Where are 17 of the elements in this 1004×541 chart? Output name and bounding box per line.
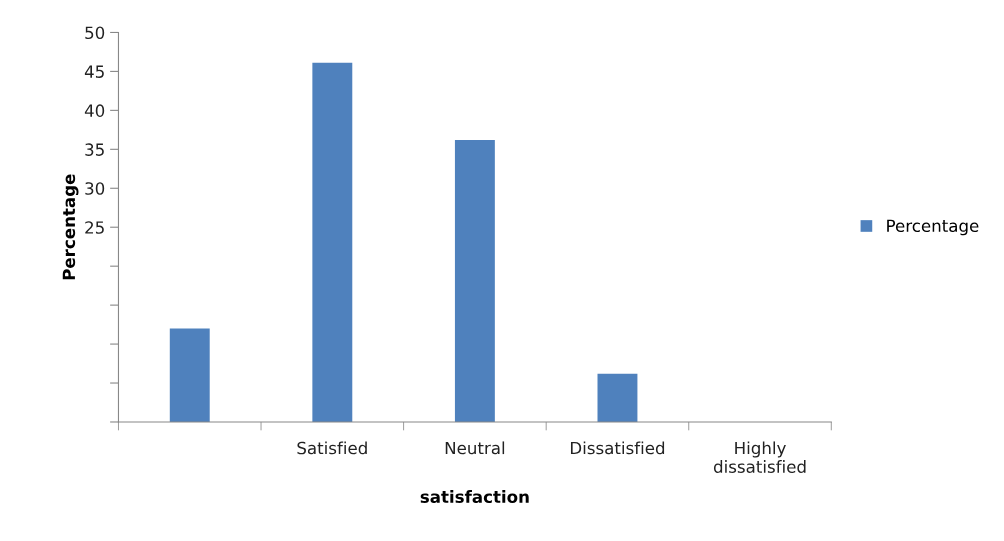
bar [312,62,353,422]
y-tick-label: 40 [84,104,105,117]
bar [169,328,210,422]
bar [597,373,638,422]
x-tick-label: Neutral [445,441,505,455]
x-tick-label: Highly dissatisfied [713,441,806,473]
y-axis-title: Percentage [62,174,79,280]
y-tick-label: 25 [85,221,104,234]
x-tick-label: Satisfied [297,441,367,455]
x-axis-title: satisfaction [420,490,529,504]
legend-label: Percentage [887,219,979,236]
y-tick-label: 30 [85,182,105,195]
x-tick-label: Dissatisfied [570,441,665,455]
y-tick-label: 45 [84,65,104,78]
y-tick-label: 35 [85,143,104,156]
y-tick-label: 50 [85,26,105,40]
bar [454,139,495,422]
